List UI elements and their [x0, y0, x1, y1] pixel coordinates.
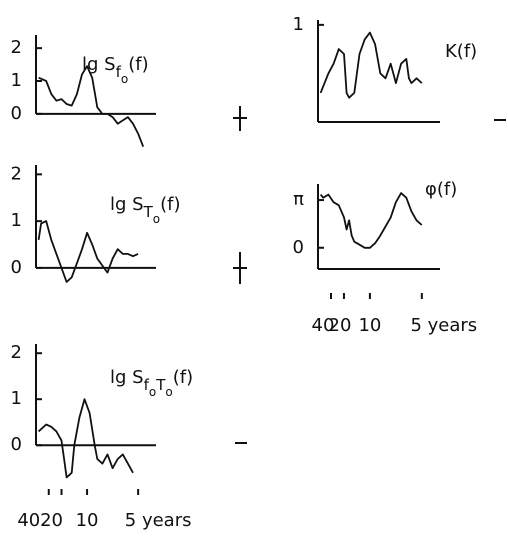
- title-part: T: [155, 376, 166, 394]
- y-tick-label: 0: [293, 237, 304, 258]
- curve: [319, 31, 423, 99]
- title-part: (f): [160, 194, 180, 215]
- x-tick-label: 20: [40, 510, 63, 531]
- curve: [319, 192, 423, 249]
- x-tick-label: 10: [358, 315, 381, 336]
- title-part: f: [144, 376, 150, 394]
- y-tick-label: π: [293, 189, 304, 210]
- title-part: o: [153, 212, 160, 226]
- error-bar: [233, 106, 506, 444]
- panel-title: lg STo(f): [110, 194, 180, 226]
- y-tick-label: 1: [11, 388, 22, 409]
- y-tick-label: 0: [11, 434, 22, 455]
- x-tick-label: 40: [17, 510, 40, 531]
- title-part: T: [143, 203, 154, 221]
- y-tick-label: 0: [11, 103, 22, 124]
- y-tick-label: 1: [293, 14, 304, 35]
- y-tick-label: 2: [11, 342, 22, 363]
- title-part: (f): [173, 367, 193, 388]
- x-tick-label: 20: [329, 315, 352, 336]
- title-part: lg S: [82, 54, 116, 75]
- title-part: K(f): [445, 41, 477, 62]
- curve: [37, 220, 139, 283]
- title-part: φ(f): [425, 179, 457, 200]
- title-part: f: [116, 63, 122, 81]
- x-tick-label: 5 years: [125, 510, 192, 531]
- panel-title: lg SfoTo(f): [110, 367, 193, 399]
- panel-title: K(f): [445, 41, 477, 62]
- y-tick-label: 0: [11, 257, 22, 278]
- x-tick-label: 40: [312, 315, 335, 336]
- title-part: lg S: [110, 194, 144, 215]
- panel-title: lg Sfo(f): [82, 54, 149, 86]
- y-tick-label: 1: [11, 210, 22, 231]
- title-part: lg S: [110, 367, 144, 388]
- y-tick-label: 2: [11, 37, 22, 58]
- curve: [38, 65, 145, 148]
- panel-title: φ(f): [425, 179, 457, 200]
- title-part: o: [165, 385, 172, 399]
- x-tick-label: 10: [76, 510, 99, 531]
- y-tick-label: 1: [11, 70, 22, 91]
- title-part: o: [149, 385, 156, 399]
- x-tick-label: 5 years: [410, 315, 477, 336]
- curve: [37, 398, 134, 479]
- title-part: o: [121, 72, 128, 86]
- y-tick-label: 2: [11, 163, 22, 184]
- title-part: (f): [128, 54, 148, 75]
